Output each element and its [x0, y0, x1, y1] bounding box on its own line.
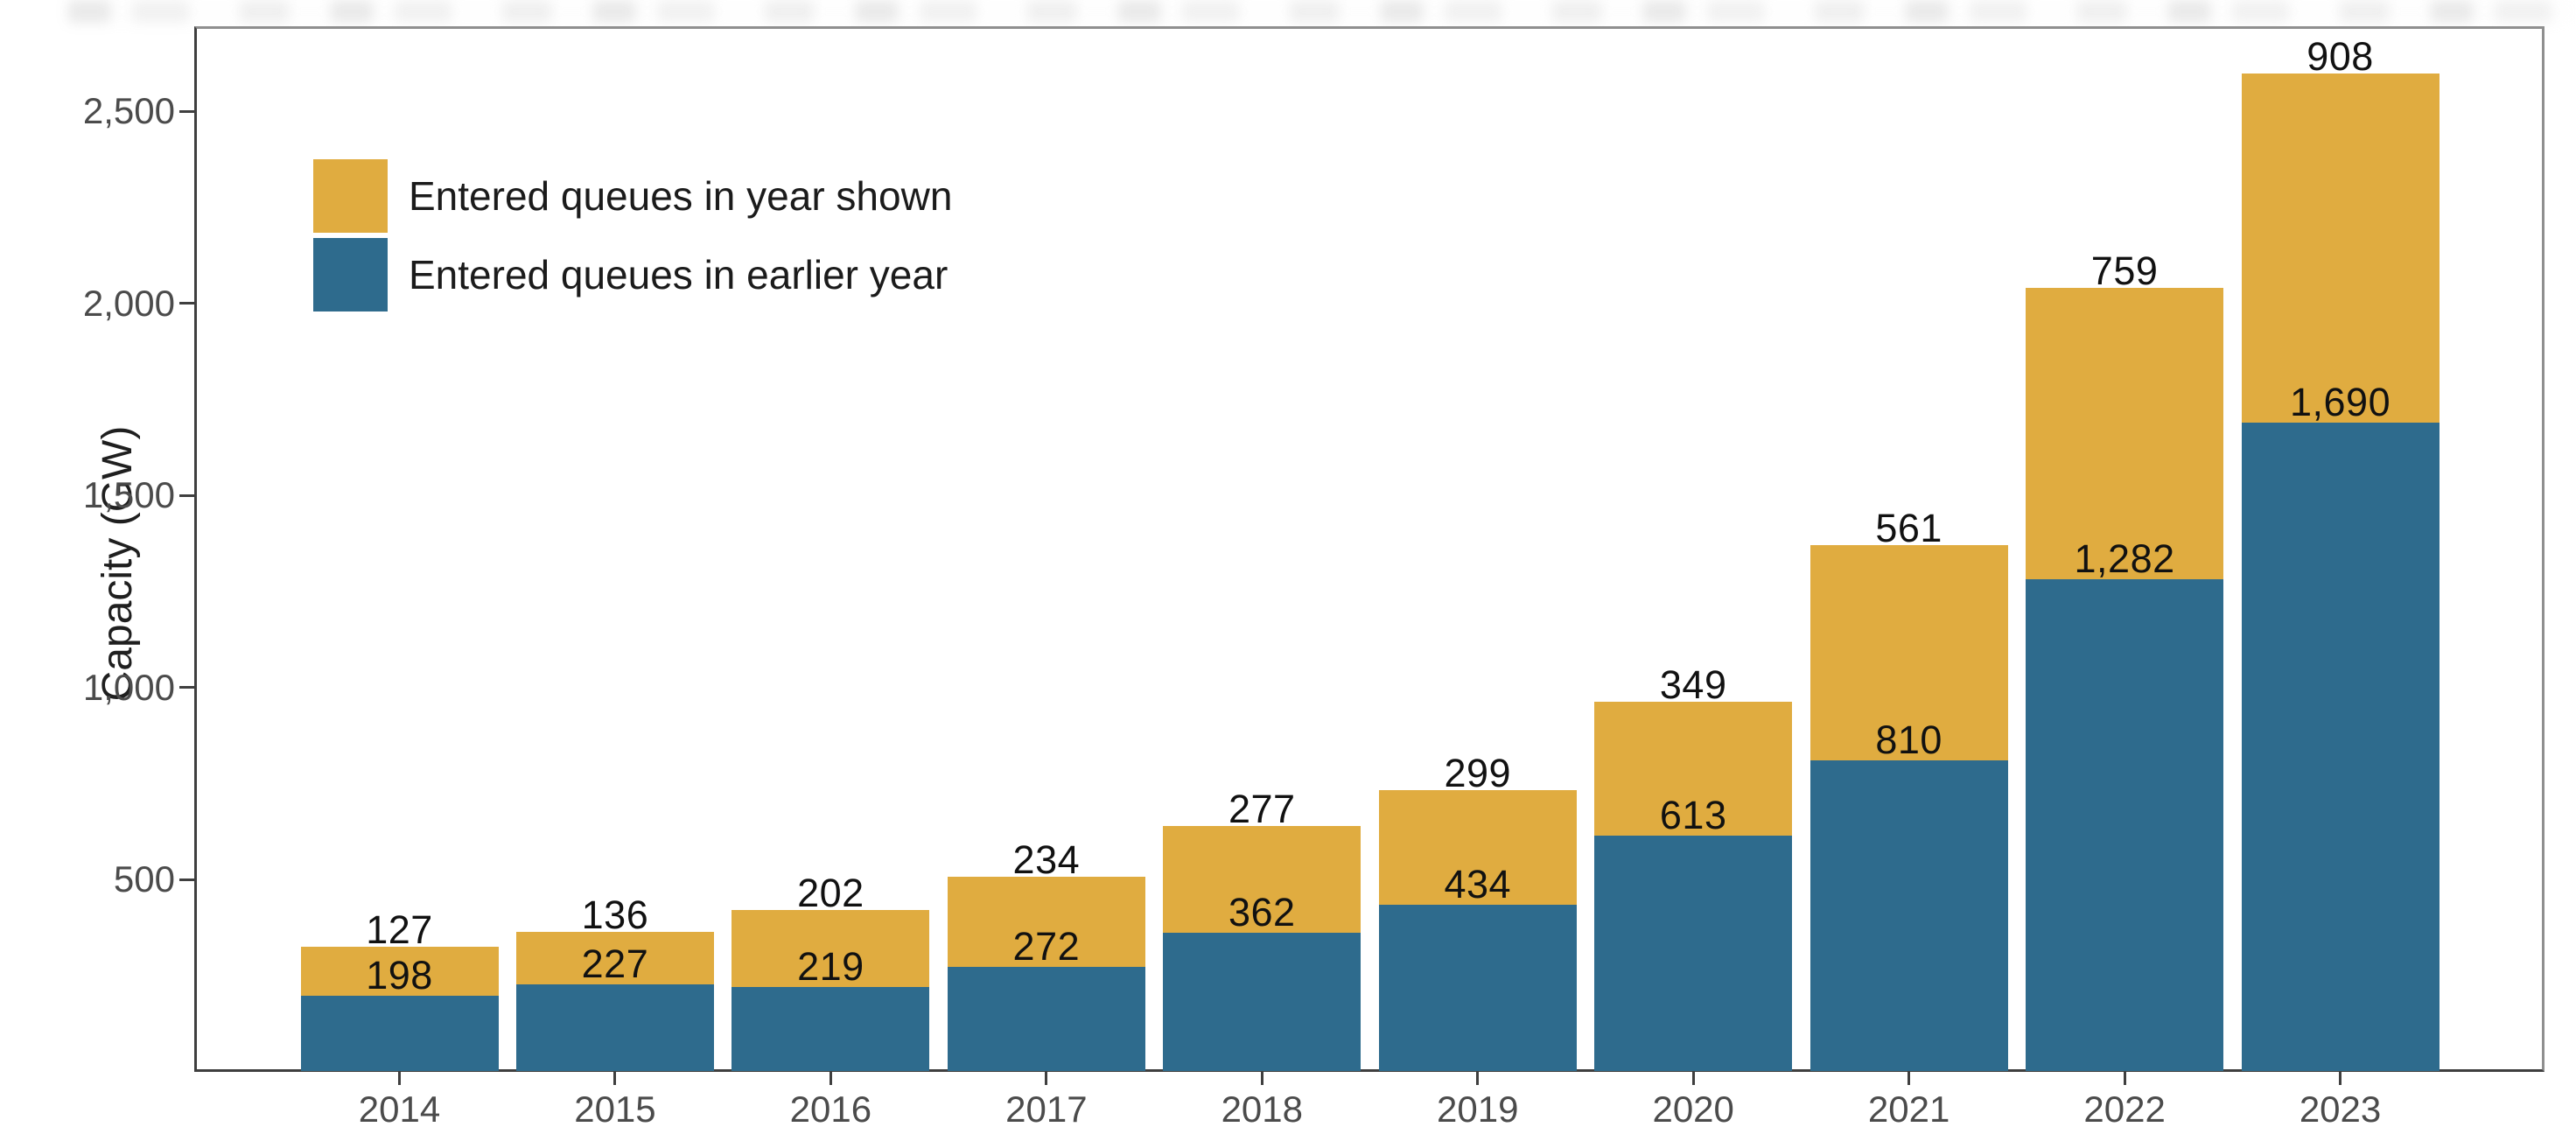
- x-tick-mark: [613, 1072, 617, 1085]
- bar-segment-year-shown: [1594, 702, 1793, 836]
- legend-swatch-earlier-year: [313, 238, 388, 312]
- bar-segment-earlier-year: [1810, 760, 2008, 1072]
- bar-segment-year-shown: [732, 909, 930, 988]
- bar-segment-earlier-year: [1163, 932, 1362, 1072]
- bar-segment-earlier-year: [300, 995, 499, 1072]
- y-tick-label: 500: [113, 858, 175, 900]
- x-tick-mark: [1691, 1072, 1695, 1085]
- x-tick-mark: [1260, 1072, 1264, 1085]
- y-tick-label: 1,500: [82, 474, 175, 515]
- bar-segment-year-shown: [947, 877, 1145, 968]
- y-tick-label: 2,500: [82, 90, 175, 131]
- bar-segment-earlier-year: [2241, 422, 2440, 1072]
- x-tick-label-year: 2015: [574, 1088, 656, 1130]
- legend-swatch-year-shown: [313, 159, 388, 233]
- bar-label-year-shown: 759: [2090, 248, 2159, 293]
- x-tick-mark: [829, 1072, 832, 1085]
- bar-label-earlier-year: 810: [1875, 717, 1942, 762]
- x-tick-mark: [2123, 1072, 2126, 1085]
- x-tick-mark: [1045, 1072, 1048, 1085]
- x-tick-mark: [398, 1072, 401, 1085]
- x-tick-label-year: 2014: [358, 1088, 441, 1130]
- x-tick-mark: [2339, 1072, 2342, 1085]
- y-tick-label: 1,000: [82, 666, 175, 708]
- bar-label-earlier-year: 613: [1659, 793, 1727, 838]
- bar-label-year-shown: 127: [366, 906, 433, 952]
- bar-label-year-shown: 908: [2306, 33, 2374, 79]
- bar-label-earlier-year: 1,282: [2074, 536, 2175, 581]
- bar-label-earlier-year: 272: [1012, 924, 1081, 970]
- legend-label-earlier-year: Entered queues in earlier year: [409, 252, 948, 298]
- bar-segment-year-shown: [2241, 73, 2440, 423]
- bar-segment-earlier-year: [515, 984, 714, 1072]
- bar-segment-earlier-year: [1378, 904, 1577, 1072]
- bar-segment-earlier-year: [732, 987, 930, 1072]
- bar-segment-year-shown: [515, 932, 714, 984]
- x-tick-label-year: 2016: [789, 1088, 872, 1130]
- bar-segment-year-shown: [1810, 544, 2008, 760]
- bar-label-year-shown: 349: [1659, 662, 1727, 708]
- bar-segment-year-shown: [2026, 287, 2224, 579]
- x-tick-label-year: 2018: [1221, 1088, 1304, 1130]
- bar-label-year-shown: 234: [1012, 837, 1081, 883]
- x-tick-label-year: 2020: [1652, 1088, 1734, 1130]
- bar-label-earlier-year: 1,690: [2289, 379, 2391, 424]
- bar-segment-year-shown: [1378, 789, 1577, 905]
- y-tick-mark: [179, 109, 194, 113]
- bar-label-earlier-year: 219: [797, 944, 864, 990]
- bar-label-year-shown: 202: [797, 870, 864, 915]
- y-tick-mark: [179, 302, 194, 304]
- x-tick-label-year: 2021: [1867, 1088, 1950, 1130]
- bar-label-earlier-year: 434: [1444, 861, 1512, 906]
- bar-label-year-shown: 561: [1875, 505, 1942, 550]
- bar-segment-earlier-year: [1594, 836, 1793, 1072]
- cropped-text-artifact: [68, 0, 2576, 23]
- bar-label-earlier-year: 227: [581, 941, 649, 986]
- y-tick-mark: [179, 878, 194, 881]
- bar-label-year-shown: 277: [1228, 786, 1296, 831]
- bar-segment-earlier-year: [947, 967, 1145, 1072]
- x-tick-mark: [1476, 1072, 1480, 1085]
- x-tick-label-year: 2019: [1437, 1088, 1519, 1130]
- bar-label-earlier-year: 362: [1228, 889, 1296, 934]
- bar-segment-year-shown: [300, 946, 499, 996]
- x-tick-mark: [1908, 1072, 1911, 1085]
- y-tick-label: 2,000: [82, 282, 175, 324]
- legend-label-year-shown: Entered queues in year shown: [409, 173, 953, 219]
- x-tick-label-year: 2023: [2299, 1088, 2382, 1130]
- x-tick-label-year: 2017: [1005, 1088, 1088, 1130]
- bar-segment-earlier-year: [2026, 578, 2224, 1072]
- bar-label-year-shown: 136: [581, 892, 649, 938]
- bar-label-earlier-year: 198: [366, 952, 433, 998]
- bar-label-year-shown: 299: [1444, 750, 1512, 795]
- y-tick-mark: [179, 686, 194, 689]
- x-tick-label-year: 2022: [2083, 1088, 2166, 1130]
- bar-segment-year-shown: [1163, 825, 1362, 933]
- y-tick-mark: [179, 494, 194, 497]
